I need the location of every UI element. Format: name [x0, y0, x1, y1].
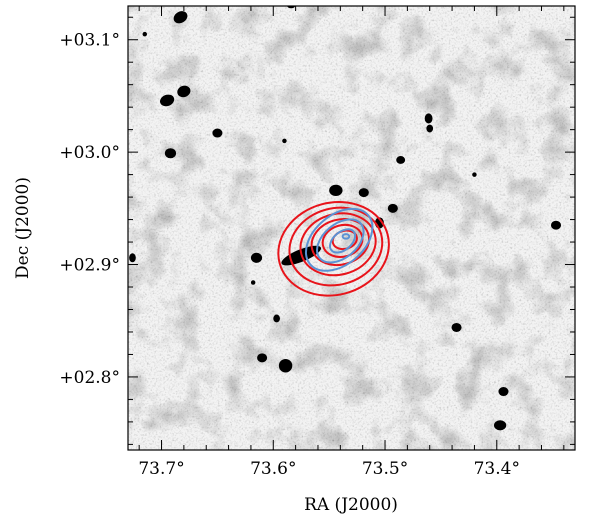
sky-blotches: [128, 6, 575, 450]
point-source: [387, 203, 398, 213]
x-tick-label: 73.7°: [138, 459, 184, 479]
point-source: [160, 94, 175, 107]
y-axis-title: Dec (J2000): [13, 177, 33, 279]
y-tick-label: +02.9°: [59, 256, 120, 276]
point-source: [396, 156, 406, 164]
x-tick-labels: 73.7° 73.6° 73.5° 73.4°: [138, 459, 520, 479]
y-tick-labels: +03.1° +03.0° +02.9° +02.8°: [59, 31, 120, 388]
y-tick-label: +02.8°: [59, 368, 120, 388]
point-source: [493, 420, 507, 431]
x-tick-label: 73.6°: [250, 459, 296, 479]
point-source: [472, 172, 477, 177]
blue-contour: [316, 218, 365, 264]
point-source: [273, 314, 280, 323]
point-source: [550, 220, 562, 230]
y-tick-label: +03.1°: [59, 31, 120, 51]
point-source: [173, 11, 188, 24]
point-source: [278, 358, 293, 373]
plot-frame: [127, 5, 576, 451]
point-source: [129, 253, 136, 263]
point-source: [282, 138, 287, 144]
point-source: [250, 252, 263, 263]
point-source: [212, 128, 223, 138]
blue-contour: [305, 207, 374, 272]
red-contour: [288, 206, 384, 287]
red-contour: [277, 200, 390, 297]
point-source: [358, 188, 369, 198]
point-source: [329, 184, 343, 196]
point-source: [142, 31, 147, 37]
point-source: [424, 113, 433, 124]
axis-ticks: [128, 6, 575, 450]
point-source: [451, 322, 462, 332]
x-tick-label: 73.4°: [474, 459, 520, 479]
plot-area: [127, 5, 576, 451]
point-source: [250, 280, 256, 285]
blue-contour: [341, 233, 351, 240]
point-source: [498, 387, 509, 397]
blue-contours: [305, 207, 374, 272]
point-source: [257, 353, 268, 363]
point-source: [164, 148, 177, 159]
blue-contour: [329, 228, 357, 254]
point-source: [426, 124, 434, 133]
x-axis-title: RA (J2000): [304, 495, 398, 515]
point-source: [177, 85, 191, 98]
x-tick-label: 73.5°: [362, 459, 408, 479]
y-tick-label: +03.0°: [59, 143, 120, 163]
red-contour: [310, 218, 370, 267]
